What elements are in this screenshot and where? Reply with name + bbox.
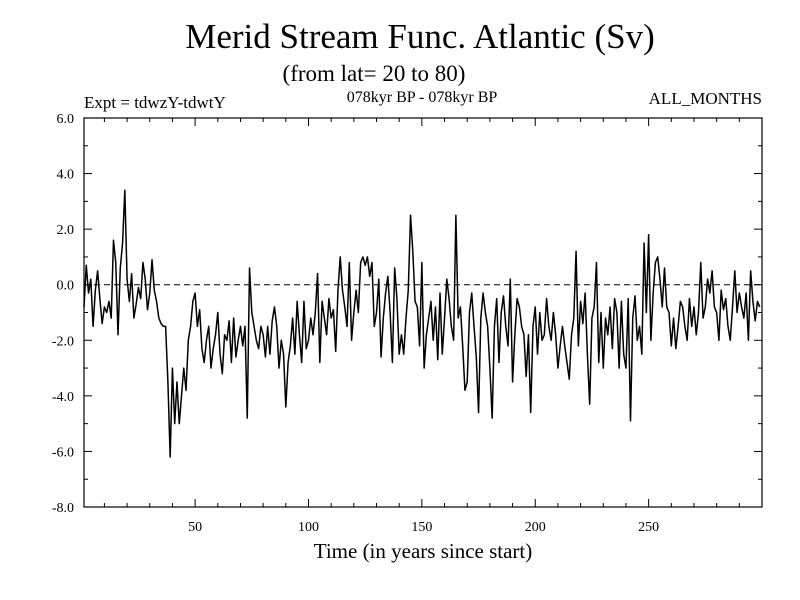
chart-subtitle: (from lat= 20 to 80): [283, 61, 466, 86]
x-tick-label: 150: [411, 520, 432, 535]
y-tick-label: 4.0: [57, 168, 75, 183]
y-tick-label: 0.0: [57, 279, 75, 294]
y-tick-label: -4.0: [52, 390, 74, 405]
y-tick-label: -2.0: [52, 334, 74, 349]
y-tick-label: -6.0: [52, 445, 74, 460]
months-label: ALL_MONTHS: [649, 89, 762, 108]
y-axis: -8.0 -6.0 -4.0 -2.0 0.0 2.0 4.0 6.0: [52, 112, 762, 516]
y-tick-label: 2.0: [57, 223, 75, 238]
y-tick-label: 6.0: [57, 112, 75, 127]
x-tick-label: 50: [188, 520, 202, 535]
x-axis: 50 100 150 200 250: [103, 118, 740, 535]
x-tick-label: 100: [298, 520, 319, 535]
x-tick-label: 250: [638, 520, 659, 535]
series-line: [83, 189, 761, 458]
experiment-label: Expt = tdwzY-tdwtY: [84, 93, 226, 112]
chart-title: Merid Stream Func. Atlantic (Sv): [185, 17, 655, 56]
x-tick-label: 200: [525, 520, 546, 535]
period-label: 078kyr BP - 078kyr BP: [347, 89, 498, 106]
x-axis-label: Time (in years since start): [314, 539, 533, 563]
y-tick-label: -8.0: [52, 501, 74, 516]
